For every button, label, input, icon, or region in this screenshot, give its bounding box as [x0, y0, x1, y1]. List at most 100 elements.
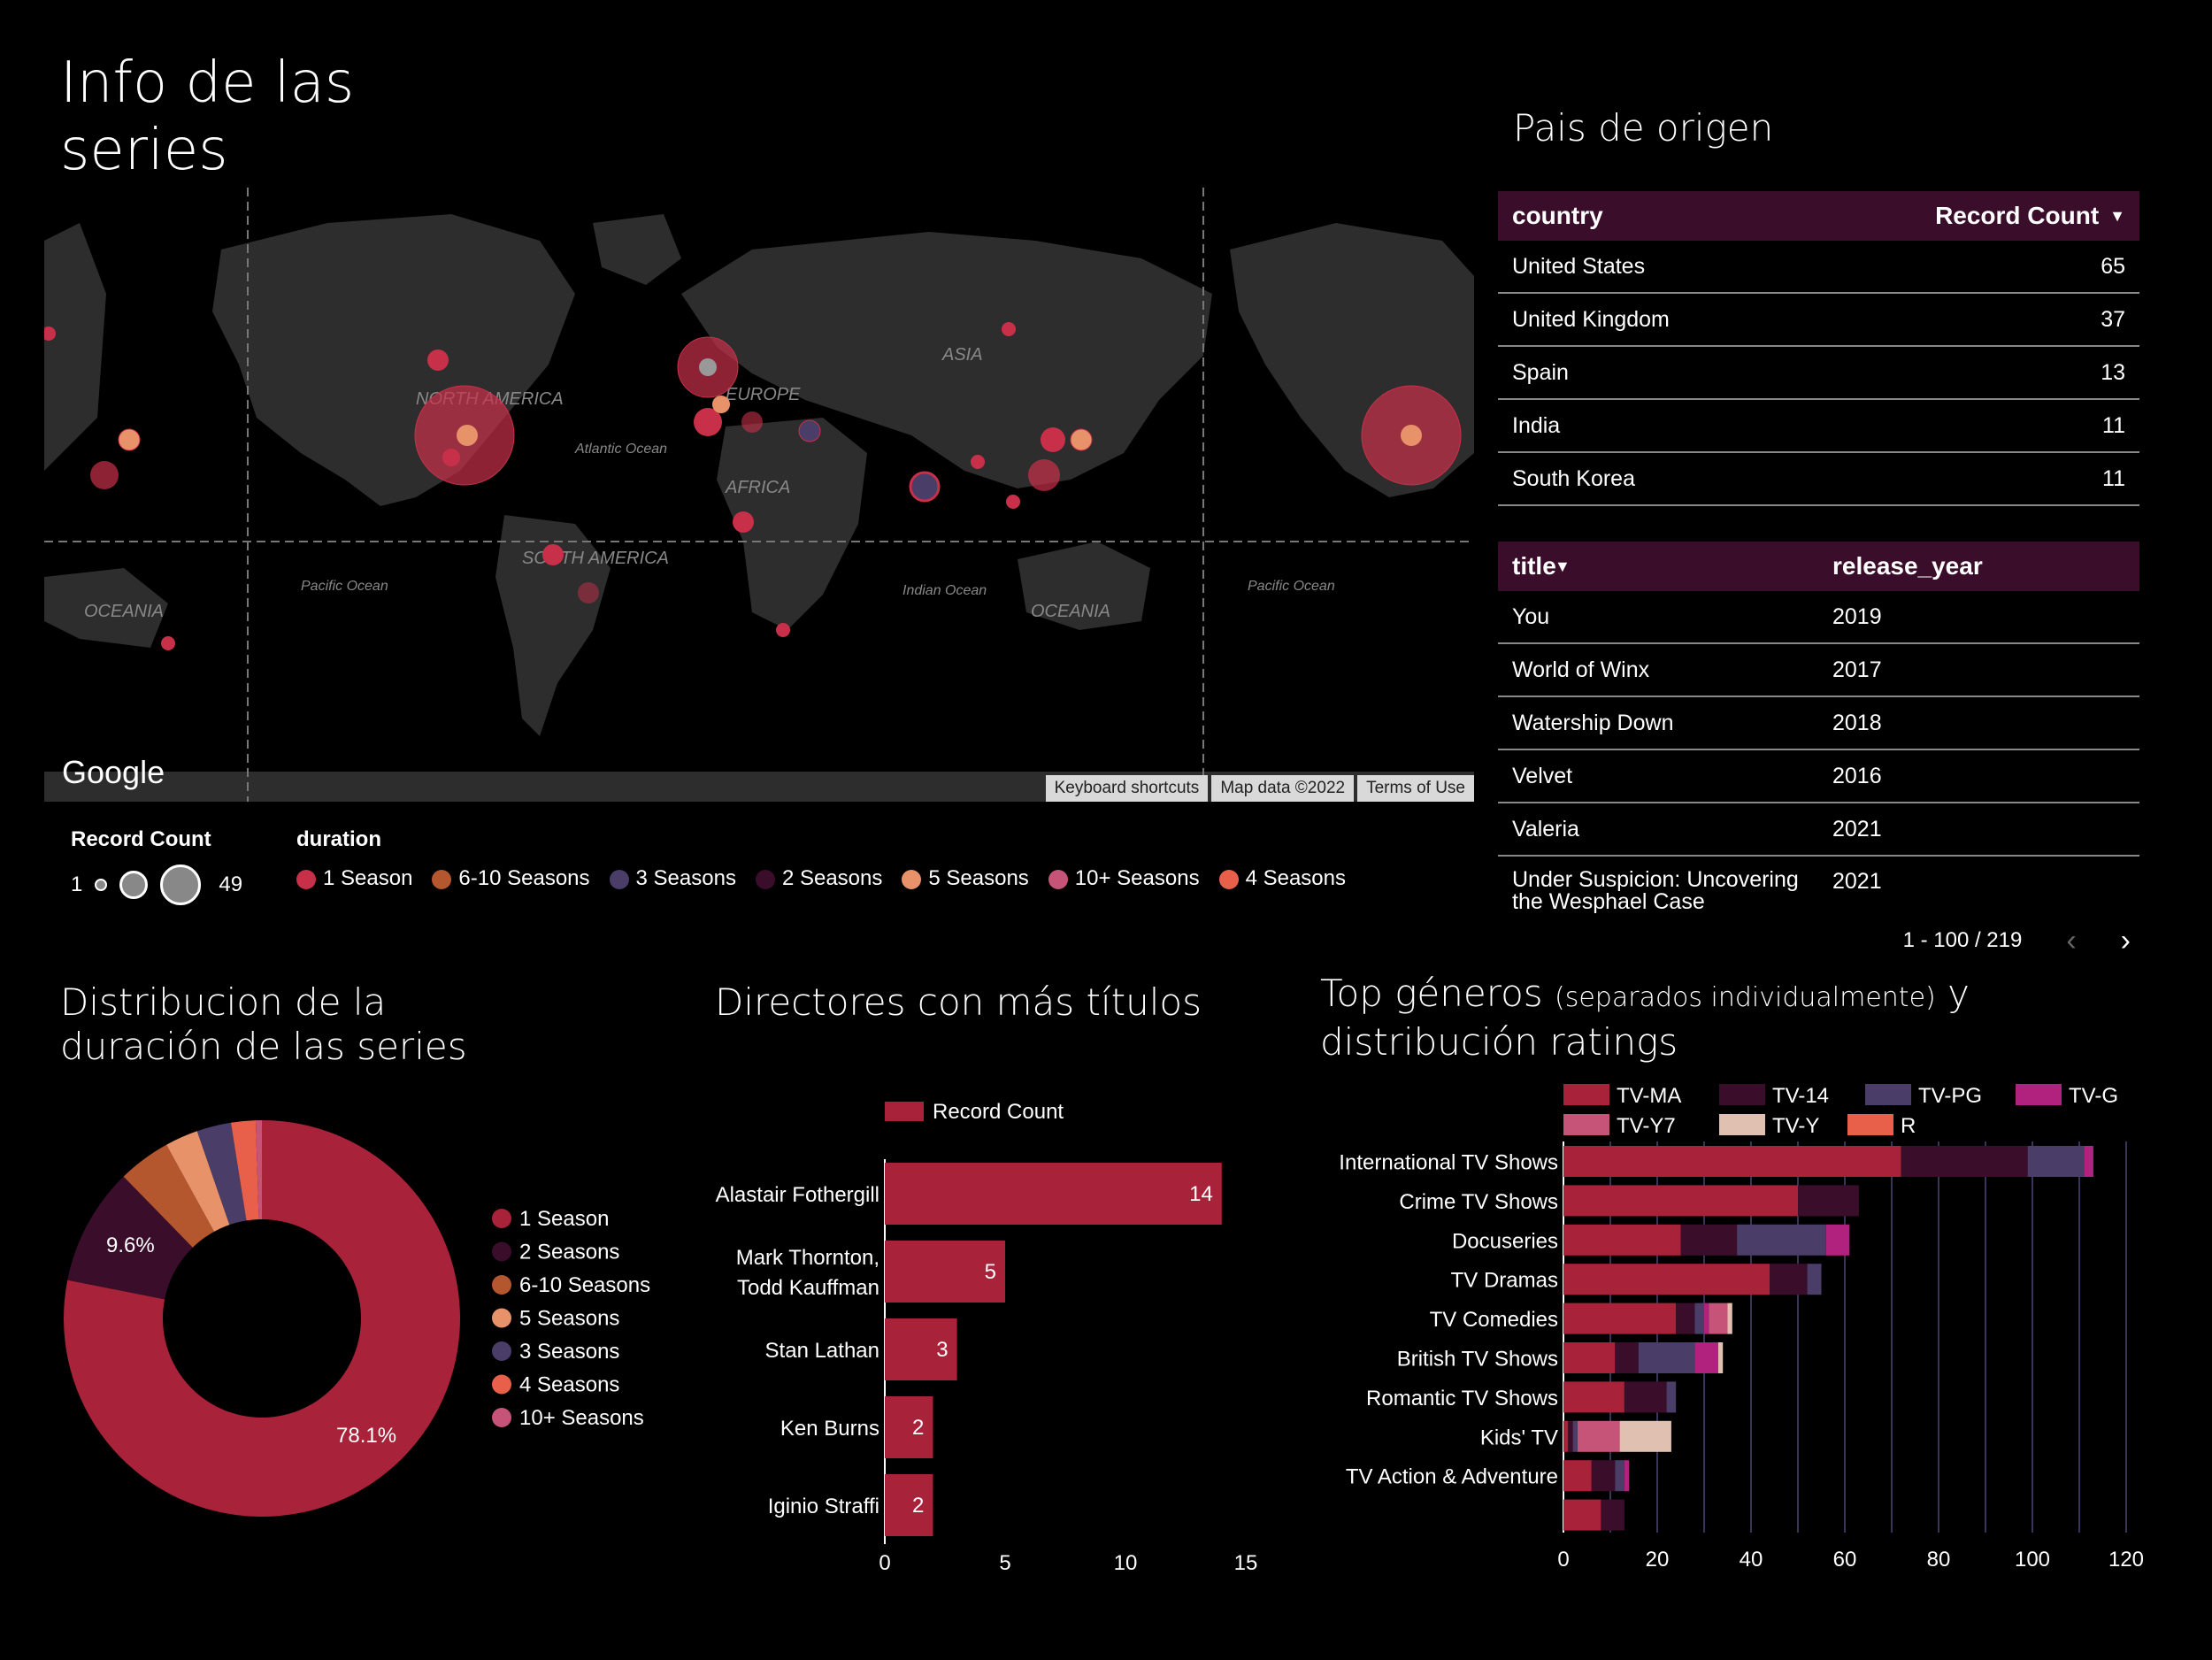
bar-segment[interactable] [1704, 1303, 1709, 1334]
bar-segment[interactable] [1694, 1303, 1704, 1334]
bar-segment[interactable] [1563, 1303, 1677, 1334]
legend-dot-icon [492, 1241, 511, 1262]
bar-segment[interactable] [1572, 1420, 1578, 1452]
color-legend-item[interactable]: 6-10 Seasons [432, 866, 590, 891]
bar[interactable] [885, 1163, 1222, 1225]
keyboard-shortcuts-link[interactable]: Keyboard shortcuts [1045, 775, 1209, 802]
cell-year: 2017 [1832, 657, 1882, 682]
bar-segment[interactable] [1563, 1499, 1601, 1531]
table-row[interactable]: United States 65 [1498, 241, 2139, 294]
genres-chart[interactable]: TV-MA TV-14 TV-PG TV-G TV-Y7 TV-Y R Internation… [1301, 1071, 2203, 1593]
col-country[interactable]: country [1512, 202, 1603, 229]
donut-chart[interactable]: 78.1% 9.6% 1 Season 2 Seasons 6-10 Seasons 5 … [44, 1097, 664, 1540]
table-row[interactable]: World of Winx 2017 [1498, 644, 2139, 697]
bar-segment[interactable] [1591, 1460, 1616, 1492]
bar-segment[interactable] [1563, 1264, 1770, 1295]
bar[interactable] [885, 1396, 933, 1458]
bar-segment[interactable] [1676, 1303, 1695, 1334]
table-row[interactable]: Watership Down 2018 [1498, 697, 2139, 750]
legend-swatch [1719, 1114, 1765, 1135]
bar-segment[interactable] [1901, 1146, 2028, 1177]
bar[interactable] [885, 1474, 933, 1536]
color-legend-item[interactable]: 10+ Seasons [1048, 866, 1200, 891]
bar-segment[interactable] [1615, 1342, 1639, 1373]
terms-of-use-link[interactable]: Terms of Use [1357, 775, 1474, 802]
cell-title: World of Winx [1512, 657, 1650, 682]
bar-segment[interactable] [1563, 1342, 1616, 1373]
donut-slice[interactable] [166, 1131, 230, 1232]
table-row[interactable]: Under Suspicion: Uncovering the Wesphael… [1498, 857, 2139, 913]
caret-down-icon[interactable]: ▼ [1555, 557, 1571, 575]
label-africa: AFRICA [725, 478, 790, 497]
bar-segment[interactable] [1694, 1342, 1718, 1373]
legend-label: R [1901, 1114, 1916, 1138]
donut-slice[interactable] [67, 1176, 193, 1300]
col-record-count[interactable]: Record Count [1935, 202, 2100, 229]
bubble-argentina [578, 582, 599, 603]
bar-segment[interactable] [1601, 1499, 1624, 1531]
world-map-canvas[interactable]: NORTH AMERICA SOUTH AMERICA EUROPE ASIA … [44, 188, 1474, 802]
bar-segment[interactable] [1563, 1420, 1569, 1452]
category-label: TV Dramas [1451, 1269, 1558, 1293]
world-map[interactable]: NORTH AMERICA SOUTH AMERICA EUROPE ASIA … [44, 188, 1474, 802]
size-large-icon [160, 865, 202, 905]
table-row[interactable]: You 2019 [1498, 591, 2139, 644]
bar-segment[interactable] [1624, 1460, 1630, 1492]
donut-slice[interactable] [196, 1122, 247, 1226]
bar-segment[interactable] [1709, 1303, 1728, 1334]
color-legend-item[interactable]: 1 Season [296, 866, 412, 891]
bar-segment[interactable] [1577, 1420, 1620, 1452]
donut-slice[interactable] [123, 1144, 215, 1248]
table-row[interactable]: United Kingdom 37 [1498, 294, 2139, 347]
bar-segment[interactable] [1680, 1224, 1738, 1256]
col-release-year[interactable]: release_year [1832, 552, 1983, 580]
bar-segment[interactable] [1619, 1420, 1671, 1452]
bar-segment[interactable] [1563, 1224, 1681, 1256]
chevron-right-icon[interactable]: › [2120, 923, 2131, 957]
table-row[interactable]: Spain 13 [1498, 347, 2139, 400]
bar-segment[interactable] [1563, 1185, 1798, 1217]
chevron-left-icon[interactable]: ‹ [2066, 923, 2077, 957]
bar[interactable] [885, 1241, 1005, 1303]
table-row[interactable]: Velvet 2016 [1498, 750, 2139, 803]
bar[interactable] [885, 1318, 957, 1380]
bar-segment[interactable] [1825, 1224, 1850, 1256]
table-row[interactable]: Valeria 2021 [1498, 803, 2139, 857]
bar-segment[interactable] [1638, 1342, 1695, 1373]
donut-slice[interactable] [63, 1120, 460, 1517]
caret-down-icon[interactable]: ▼ [2109, 206, 2125, 225]
bar-segment[interactable] [1568, 1420, 1573, 1452]
directors-chart[interactable]: Record Count 14 Alastair Fothergill 5 Mark T… [672, 1080, 1292, 1593]
bar-segment[interactable] [1737, 1224, 1826, 1256]
legend-dot-icon [755, 869, 775, 889]
x-tick-label: 0 [879, 1551, 890, 1575]
bar-segment[interactable] [1727, 1303, 1732, 1334]
legend-label: 3 Seasons [519, 1340, 619, 1364]
bar-segment[interactable] [1666, 1381, 1677, 1413]
cell-count: 13 [2101, 359, 2125, 385]
bar-segment[interactable] [1717, 1342, 1724, 1373]
bar-segment[interactable] [1615, 1460, 1624, 1492]
bar-segment[interactable] [1563, 1460, 1592, 1492]
color-legend-item[interactable]: 2 Seasons [755, 866, 882, 891]
bar-segment[interactable] [1798, 1185, 1859, 1217]
table-row[interactable]: South Korea 11 [1498, 453, 2139, 506]
map-bubbles[interactable] [44, 322, 1462, 650]
bar-segment[interactable] [1624, 1381, 1667, 1413]
col-title[interactable]: title [1512, 552, 1556, 580]
slice-label: 78.1% [336, 1424, 396, 1448]
bar-segment[interactable] [1807, 1264, 1822, 1295]
donut-slice[interactable] [255, 1120, 262, 1220]
color-legend-item[interactable]: 4 Seasons [1218, 866, 1346, 891]
color-legend-item[interactable]: 3 Seasons [609, 866, 736, 891]
bubble-mexico [442, 449, 460, 466]
table-row[interactable]: India 11 [1498, 400, 2139, 453]
bar-segment[interactable] [1770, 1264, 1808, 1295]
bar-segment[interactable] [1563, 1381, 1624, 1413]
bar-segment[interactable] [2084, 1146, 2093, 1177]
color-legend-item[interactable]: 5 Seasons [902, 866, 1029, 891]
genres-title-main: Top géneros [1320, 972, 1543, 1015]
bar-segment[interactable] [2027, 1146, 2085, 1177]
donut-slice[interactable] [230, 1120, 259, 1221]
bar-segment[interactable] [1563, 1146, 1901, 1177]
